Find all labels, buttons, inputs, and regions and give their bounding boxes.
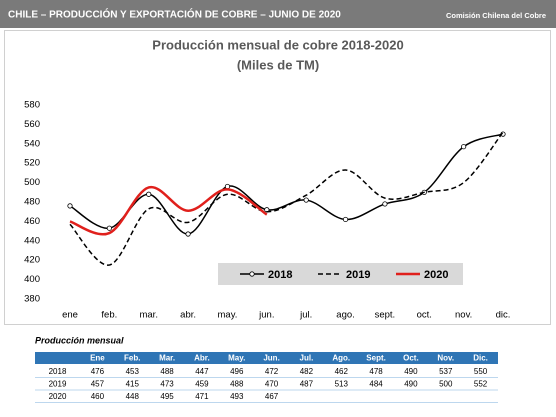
x-tick-label: ene (62, 310, 78, 321)
x-tick-label: oct. (417, 310, 432, 321)
table-header-cell: Sept. (366, 354, 386, 363)
table-row-label: 2018 (49, 367, 67, 376)
x-tick-label: ago. (336, 310, 355, 321)
y-tick-label: 560 (24, 119, 40, 130)
table-cell: 487 (300, 380, 314, 389)
table-header-row (35, 352, 498, 364)
series-line (69, 133, 504, 235)
table-cell: 476 (91, 367, 105, 376)
y-tick-label: 420 (24, 255, 40, 266)
table-header-cell: Abr. (194, 354, 210, 363)
table-cell: 490 (404, 367, 418, 376)
header-bar (0, 0, 556, 28)
chart-subtitle: (Miles de TM) (237, 57, 319, 72)
table-cell: 495 (160, 392, 174, 401)
table-cell: 550 (474, 367, 488, 376)
table-header-cell: Feb. (124, 354, 140, 363)
table-cell: 537 (439, 367, 453, 376)
table-cell: 496 (230, 367, 244, 376)
table-header-cell: Ago. (332, 354, 350, 363)
table-cell: 484 (369, 380, 383, 389)
point-marker (342, 216, 349, 223)
point-marker (146, 191, 152, 197)
table-cell: 467 (265, 392, 279, 401)
table-cell: 460 (91, 392, 105, 401)
header-title: CHILE – PRODUCCIÓN Y EXPORTACIÓN DE COBR… (8, 8, 341, 21)
table-header-cell: May. (228, 354, 245, 363)
table-cell: 513 (335, 380, 349, 389)
table-header-cell: Dic. (473, 354, 488, 363)
table-header-cell: Nov. (437, 354, 454, 363)
table-cell: 453 (126, 367, 140, 376)
series-line (69, 186, 268, 236)
y-tick-label: 380 (24, 294, 40, 305)
x-tick-label: jul. (299, 310, 312, 321)
x-tick-label: sept. (375, 310, 396, 321)
x-tick-label: dic. (496, 310, 511, 321)
table-cell: 415 (126, 380, 140, 389)
table-cell: 473 (160, 380, 174, 389)
y-tick-label: 400 (24, 274, 40, 285)
table-cell: 493 (230, 392, 244, 401)
point-marker (67, 203, 73, 209)
table-row-label: 2019 (49, 380, 67, 389)
table-title: Producción mensual (35, 335, 124, 345)
table-row-label: 2020 (49, 392, 67, 401)
y-tick-label: 540 (24, 138, 40, 149)
chart-title: Producción mensual de cobre 2018-2020 (152, 37, 403, 52)
table-cell: 500 (439, 380, 453, 389)
table-header-cell: Jul. (300, 354, 314, 363)
y-tick-label: 440 (24, 235, 40, 246)
table-cell: 459 (195, 380, 209, 389)
legend-label: 2019 (346, 269, 370, 281)
table-cell: 470 (265, 380, 279, 389)
table-header-cell: Oct. (403, 354, 419, 363)
x-tick-label: abr. (180, 310, 196, 321)
point-marker (303, 197, 309, 203)
point-marker (382, 201, 388, 207)
table-header-cell: Ene (90, 354, 105, 363)
table-cell: 490 (404, 380, 418, 389)
legend-box (218, 263, 463, 285)
y-tick-label: 580 (24, 100, 40, 111)
point-marker (106, 225, 112, 231)
y-tick-label: 460 (24, 216, 40, 227)
x-tick-label: nov. (455, 310, 472, 321)
table-header-cell: Mar. (159, 354, 175, 363)
x-tick-label: may. (218, 310, 238, 321)
table-cell: 488 (230, 380, 244, 389)
table-cell: 457 (91, 380, 105, 389)
point-marker (224, 183, 231, 190)
y-tick-label: 520 (24, 158, 40, 169)
table-cell: 447 (195, 367, 209, 376)
header-source: Comisión Chilena del Cobre (446, 11, 546, 20)
legend-marker (249, 271, 255, 277)
x-tick-label: jun. (258, 310, 274, 321)
table-cell: 462 (335, 367, 349, 376)
table-cell: 448 (126, 392, 140, 401)
point-marker (461, 144, 467, 150)
table-header-cell: Jun. (263, 354, 279, 363)
legend-label: 2020 (424, 269, 448, 281)
point-marker (185, 231, 191, 237)
chart-frame (4, 30, 551, 325)
table-cell: 472 (265, 367, 279, 376)
y-tick-label: 480 (24, 197, 40, 208)
table-cell: 471 (195, 392, 209, 401)
table-cell: 482 (300, 367, 314, 376)
table-cell: 552 (474, 380, 488, 389)
y-tick-label: 500 (24, 177, 40, 188)
series-line (69, 131, 504, 266)
x-tick-label: mar. (139, 310, 157, 321)
legend-label: 2018 (268, 269, 292, 281)
table-cell: 488 (160, 367, 174, 376)
table-cell: 478 (369, 367, 383, 376)
x-tick-label: feb. (101, 310, 117, 321)
